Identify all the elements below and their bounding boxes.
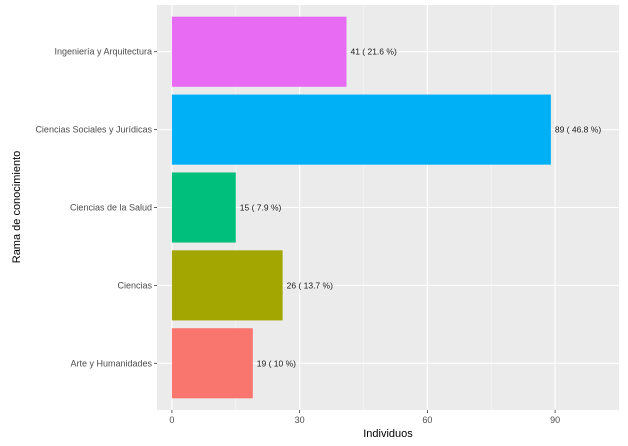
y-tick-label: Ingeniería y Arquitectura xyxy=(54,47,152,57)
x-axis-title: Individuos xyxy=(363,428,413,440)
bar-data-label: 15 ( 7.9 %) xyxy=(240,203,282,213)
y-axis-title: Rama de conocimiento xyxy=(11,151,23,264)
bar-data-label: 19 ( 10 %) xyxy=(257,358,296,368)
bar xyxy=(171,94,551,165)
bar-data-label: 89 ( 46.8 %) xyxy=(555,125,601,135)
bars xyxy=(171,16,551,399)
bar-data-label: 41 ( 21.6 %) xyxy=(350,47,396,57)
x-axis: 0 30 60 90 xyxy=(169,410,560,425)
y-tick-label: Arte y Humanidades xyxy=(70,358,152,368)
x-tick-label: 30 xyxy=(295,415,305,425)
y-tick-label: Ciencias Sociales y Jurídicas xyxy=(35,125,152,135)
bar xyxy=(171,328,253,399)
x-tick-label: 60 xyxy=(422,415,432,425)
y-tick-label: Ciencias de la Salud xyxy=(70,203,152,213)
x-tick-label: 90 xyxy=(550,415,560,425)
bar-data-label: 26 ( 13.7 %) xyxy=(287,280,333,290)
bar xyxy=(171,250,283,321)
y-axis: Ingeniería y Arquitectura Ciencias Social… xyxy=(35,47,157,368)
bar xyxy=(171,16,347,87)
x-tick-label: 0 xyxy=(169,415,174,425)
y-tick-label: Ciencias xyxy=(117,280,152,290)
bar xyxy=(171,172,236,243)
bar-labels: 41 ( 21.6 %) 89 ( 46.8 %) 15 ( 7.9 %) 26 ( … xyxy=(240,47,602,369)
